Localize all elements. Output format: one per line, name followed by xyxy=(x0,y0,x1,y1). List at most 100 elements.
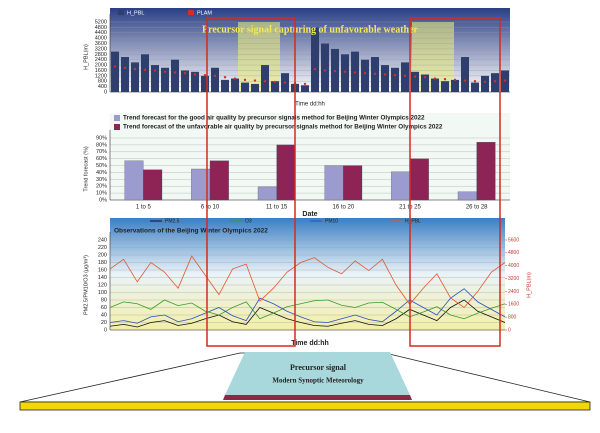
highlight-box xyxy=(409,17,501,347)
point xyxy=(263,80,267,83)
y-tick-label: 50% xyxy=(96,163,107,169)
bar xyxy=(211,67,219,92)
line xyxy=(109,288,506,324)
y-tick-label: 800 xyxy=(98,79,107,85)
bar xyxy=(181,70,189,92)
y-tick-label: 80% xyxy=(96,142,107,148)
point xyxy=(143,68,147,71)
point xyxy=(243,78,247,82)
point xyxy=(383,73,387,76)
y-tick-label: 4400 xyxy=(95,30,107,36)
bar xyxy=(301,85,309,92)
bar xyxy=(401,62,409,92)
point xyxy=(443,78,447,81)
bar xyxy=(111,51,119,92)
y-tick-label: 100 xyxy=(98,290,107,296)
point xyxy=(153,69,157,72)
y2-tick-label: 3200 xyxy=(508,276,519,282)
point xyxy=(173,71,177,74)
y-tick-label: 200 xyxy=(98,252,107,258)
y-tick-label: 180 xyxy=(98,260,107,266)
y-tick-label: 10% xyxy=(96,191,107,197)
legend-label: H_PBL xyxy=(127,10,144,16)
y-tick-label: 40% xyxy=(96,170,107,176)
y-tick-label: 1600 xyxy=(95,68,107,74)
point xyxy=(453,78,457,82)
point xyxy=(463,79,467,82)
x-axis-label: Date xyxy=(302,211,317,218)
point xyxy=(183,71,187,75)
bar xyxy=(343,165,363,201)
point xyxy=(273,80,277,84)
x-tick-label: 16 to 20 xyxy=(332,205,354,211)
legend-swatch xyxy=(188,10,194,15)
point xyxy=(213,74,217,78)
point xyxy=(403,74,407,78)
y-tick-label: 60 xyxy=(101,305,107,311)
bar xyxy=(276,144,296,201)
point xyxy=(363,71,367,75)
y2-tick-label: 800 xyxy=(508,314,517,320)
point xyxy=(113,65,117,68)
point xyxy=(483,80,487,84)
bar xyxy=(124,160,144,201)
bar xyxy=(324,165,344,201)
y-tick-label: 140 xyxy=(98,275,107,281)
bar xyxy=(341,54,349,92)
y-tick-label: 220 xyxy=(98,245,107,251)
y2-axis-label: H_PBL(m) xyxy=(526,272,532,298)
bar xyxy=(491,73,499,92)
bar xyxy=(143,169,163,201)
y2-tick-label: 4000 xyxy=(508,263,519,269)
bar xyxy=(241,82,249,92)
point xyxy=(133,67,137,71)
bar xyxy=(121,57,129,92)
book-spine xyxy=(223,395,412,400)
bar xyxy=(381,65,389,92)
book-cover xyxy=(225,352,410,395)
bar xyxy=(321,43,329,92)
bar xyxy=(251,83,259,92)
bar xyxy=(431,78,439,92)
line xyxy=(109,299,506,320)
legend-label: PM10 xyxy=(325,218,338,224)
bar xyxy=(151,65,159,92)
y-tick-label: 0 xyxy=(104,327,107,333)
bar xyxy=(361,59,369,92)
point xyxy=(253,79,257,82)
point xyxy=(393,73,397,77)
point xyxy=(223,75,227,79)
bar xyxy=(131,62,139,92)
y-tick-label: 0% xyxy=(99,197,107,203)
legend-label: H_PBL xyxy=(405,218,421,224)
y-tick-label: 70% xyxy=(96,149,107,155)
bar xyxy=(141,54,149,92)
chart-title: Observations of the Beijing Winter Olymp… xyxy=(114,228,268,235)
y-tick-label: 30% xyxy=(96,177,107,183)
y-tick-label: 3600 xyxy=(95,41,107,47)
plot-background xyxy=(110,218,505,330)
bar xyxy=(221,79,229,92)
point xyxy=(333,69,337,73)
point xyxy=(123,66,127,69)
bar xyxy=(209,160,229,201)
bar xyxy=(441,81,449,92)
point xyxy=(473,80,477,83)
bar xyxy=(451,79,459,92)
point xyxy=(203,73,207,77)
plot-background xyxy=(110,113,510,200)
y2-tick-label: 4800 xyxy=(508,250,519,256)
y-tick-label: 0 xyxy=(104,89,107,95)
legend-label: Trend forecast for the good air quality … xyxy=(123,115,425,122)
point xyxy=(313,67,317,71)
point xyxy=(423,75,427,79)
bar xyxy=(271,81,279,92)
bar xyxy=(391,171,411,201)
legend-label: PLAM xyxy=(197,10,212,16)
point xyxy=(413,75,417,78)
x-tick-label: 1 to 5 xyxy=(136,205,152,211)
point xyxy=(503,79,507,82)
line xyxy=(109,299,506,328)
y-tick-label: 20% xyxy=(96,184,107,190)
